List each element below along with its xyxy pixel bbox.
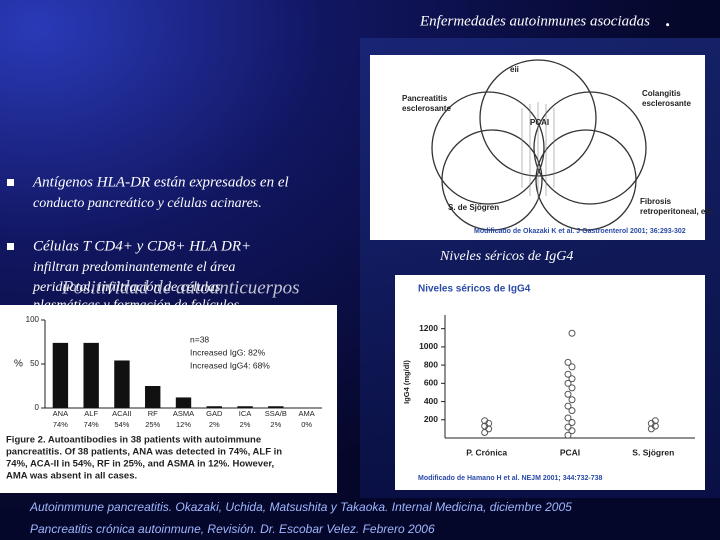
data-point [651, 417, 659, 425]
figure-caption: Figure 2. Autoantibodies in 38 patients … [6, 435, 261, 446]
value-label: 74% [53, 420, 68, 429]
data-point [564, 390, 572, 398]
x-tick-label: ALF [84, 409, 98, 418]
venn-label: retroperitoneal, etc [640, 207, 713, 216]
data-point [568, 396, 576, 404]
y-tick-label: 0 [35, 403, 40, 412]
value-label: 2% [209, 420, 220, 429]
x-tick-label: PCAI [560, 447, 580, 457]
bullet-marker [7, 243, 14, 250]
bar [268, 406, 284, 408]
venn-label: Fibrosis [640, 197, 672, 206]
x-tick-label: ACAII [112, 409, 132, 418]
figure-frame [395, 275, 705, 490]
chart-title: Niveles séricos de IgG4 [418, 284, 531, 295]
value-label: 74% [84, 420, 99, 429]
venn-circle [441, 129, 543, 231]
value-label: 12% [176, 420, 191, 429]
data-point [568, 329, 576, 337]
y-tick-label: 1000 [419, 341, 438, 351]
venn-circle [535, 129, 637, 231]
venn-circle [533, 91, 647, 205]
y-tick-label: 50 [30, 359, 39, 368]
value-label: 2% [270, 420, 281, 429]
x-tick-label: S. Sjögren [632, 447, 674, 457]
data-point [568, 427, 576, 435]
y-tick-label: 1200 [419, 323, 438, 333]
bullet-line: infiltran predominantemente el área [33, 260, 235, 275]
data-point [564, 414, 572, 422]
figure-caption: pancreatitis. Of 38 patients, ANA was de… [6, 447, 282, 458]
value-label: 25% [145, 420, 160, 429]
x-tick-label: ICA [239, 409, 252, 418]
y-tick-label: 800 [424, 359, 438, 369]
value-label: 0% [301, 420, 312, 429]
bar [114, 360, 130, 408]
x-tick-label: AMA [298, 409, 314, 418]
bar [52, 342, 69, 408]
data-point [568, 384, 576, 392]
venn-label: Pancreatitis [402, 94, 448, 103]
annotation: Increased IgG: 82% [190, 347, 266, 357]
footer-line: Pancreatitis crónica autoinmune, Revisió… [30, 522, 435, 536]
bullet-line: Células T CD4+ y CD8+ HLA DR+ [33, 238, 251, 254]
overlay-heading: Positividad de autoanticuerpos [61, 277, 299, 298]
data-point [481, 417, 489, 425]
y-tick-label: 100 [26, 315, 40, 324]
bar [206, 406, 222, 408]
bullet-marker [7, 179, 14, 186]
bar [175, 397, 192, 408]
figure-caption: Modificado de Okazaki K et al. J Gastroe… [474, 228, 686, 235]
value-label: 2% [240, 420, 251, 429]
bullet-line: conducto pancreático y células acinares. [33, 196, 262, 211]
data-point [568, 419, 576, 427]
venn-label: PCAI [530, 118, 549, 127]
x-tick-label: GAD [206, 409, 223, 418]
y-tick-label: 200 [424, 414, 438, 424]
venn-figure: eii Pancreatitis esclerosante Colangitis… [370, 55, 713, 240]
data-point [568, 375, 576, 383]
value-label: 54% [114, 420, 129, 429]
data-point [564, 370, 572, 378]
data-point [564, 379, 572, 387]
venn-label: S. de Sjögren [448, 203, 499, 212]
data-point [564, 402, 572, 410]
y-axis-label: % [14, 359, 23, 370]
title-dot: . [665, 3, 672, 32]
bar [237, 406, 253, 408]
venn-label: esclerosante [402, 104, 451, 113]
footer-line: Autoinmmune pancreatitis. Okazaki, Uchid… [29, 500, 572, 514]
bar [145, 386, 161, 408]
data-point [564, 358, 572, 366]
y-axis-label: IgG4 (mg/dl) [402, 360, 411, 404]
x-tick-label: ANA [53, 409, 68, 418]
title: Enfermedades autoinmunes asociadas [419, 13, 650, 29]
bullet-line: periductal, infiltración de células [32, 280, 221, 295]
x-tick-label: ASMA [173, 409, 194, 418]
figure-caption: AMA was absent in all cases. [6, 471, 137, 482]
data-point [564, 423, 572, 431]
venn-label: esclerosante [642, 99, 691, 108]
figure-caption: 74%, ACA-II in 54%, RF in 25%, and ASMA … [6, 459, 274, 470]
venn-label: Colangitis [642, 89, 681, 98]
x-tick-label: P. Crónica [466, 447, 507, 457]
annotation: Increased IgG4: 68% [190, 360, 270, 370]
y-tick-label: 600 [424, 378, 438, 388]
bullet-line: Antígenos HLA-DR están expresados en el [32, 174, 289, 190]
bar [83, 342, 99, 408]
figure-caption: Modificado de Hamano H et al. NEJM 2001;… [418, 475, 603, 482]
x-tick-label: SSA/B [265, 409, 287, 418]
annotation: n=38 [190, 334, 209, 344]
data-point [568, 407, 576, 415]
x-tick-label: RF [148, 409, 158, 418]
venn-circle [431, 91, 545, 205]
y-tick-label: 400 [424, 396, 438, 406]
figure-frame [370, 55, 705, 240]
venn-label: eii [510, 65, 519, 74]
data-point [568, 363, 576, 371]
igg4-heading: Niveles séricos de IgG4 [439, 249, 573, 264]
data-point [564, 431, 572, 439]
